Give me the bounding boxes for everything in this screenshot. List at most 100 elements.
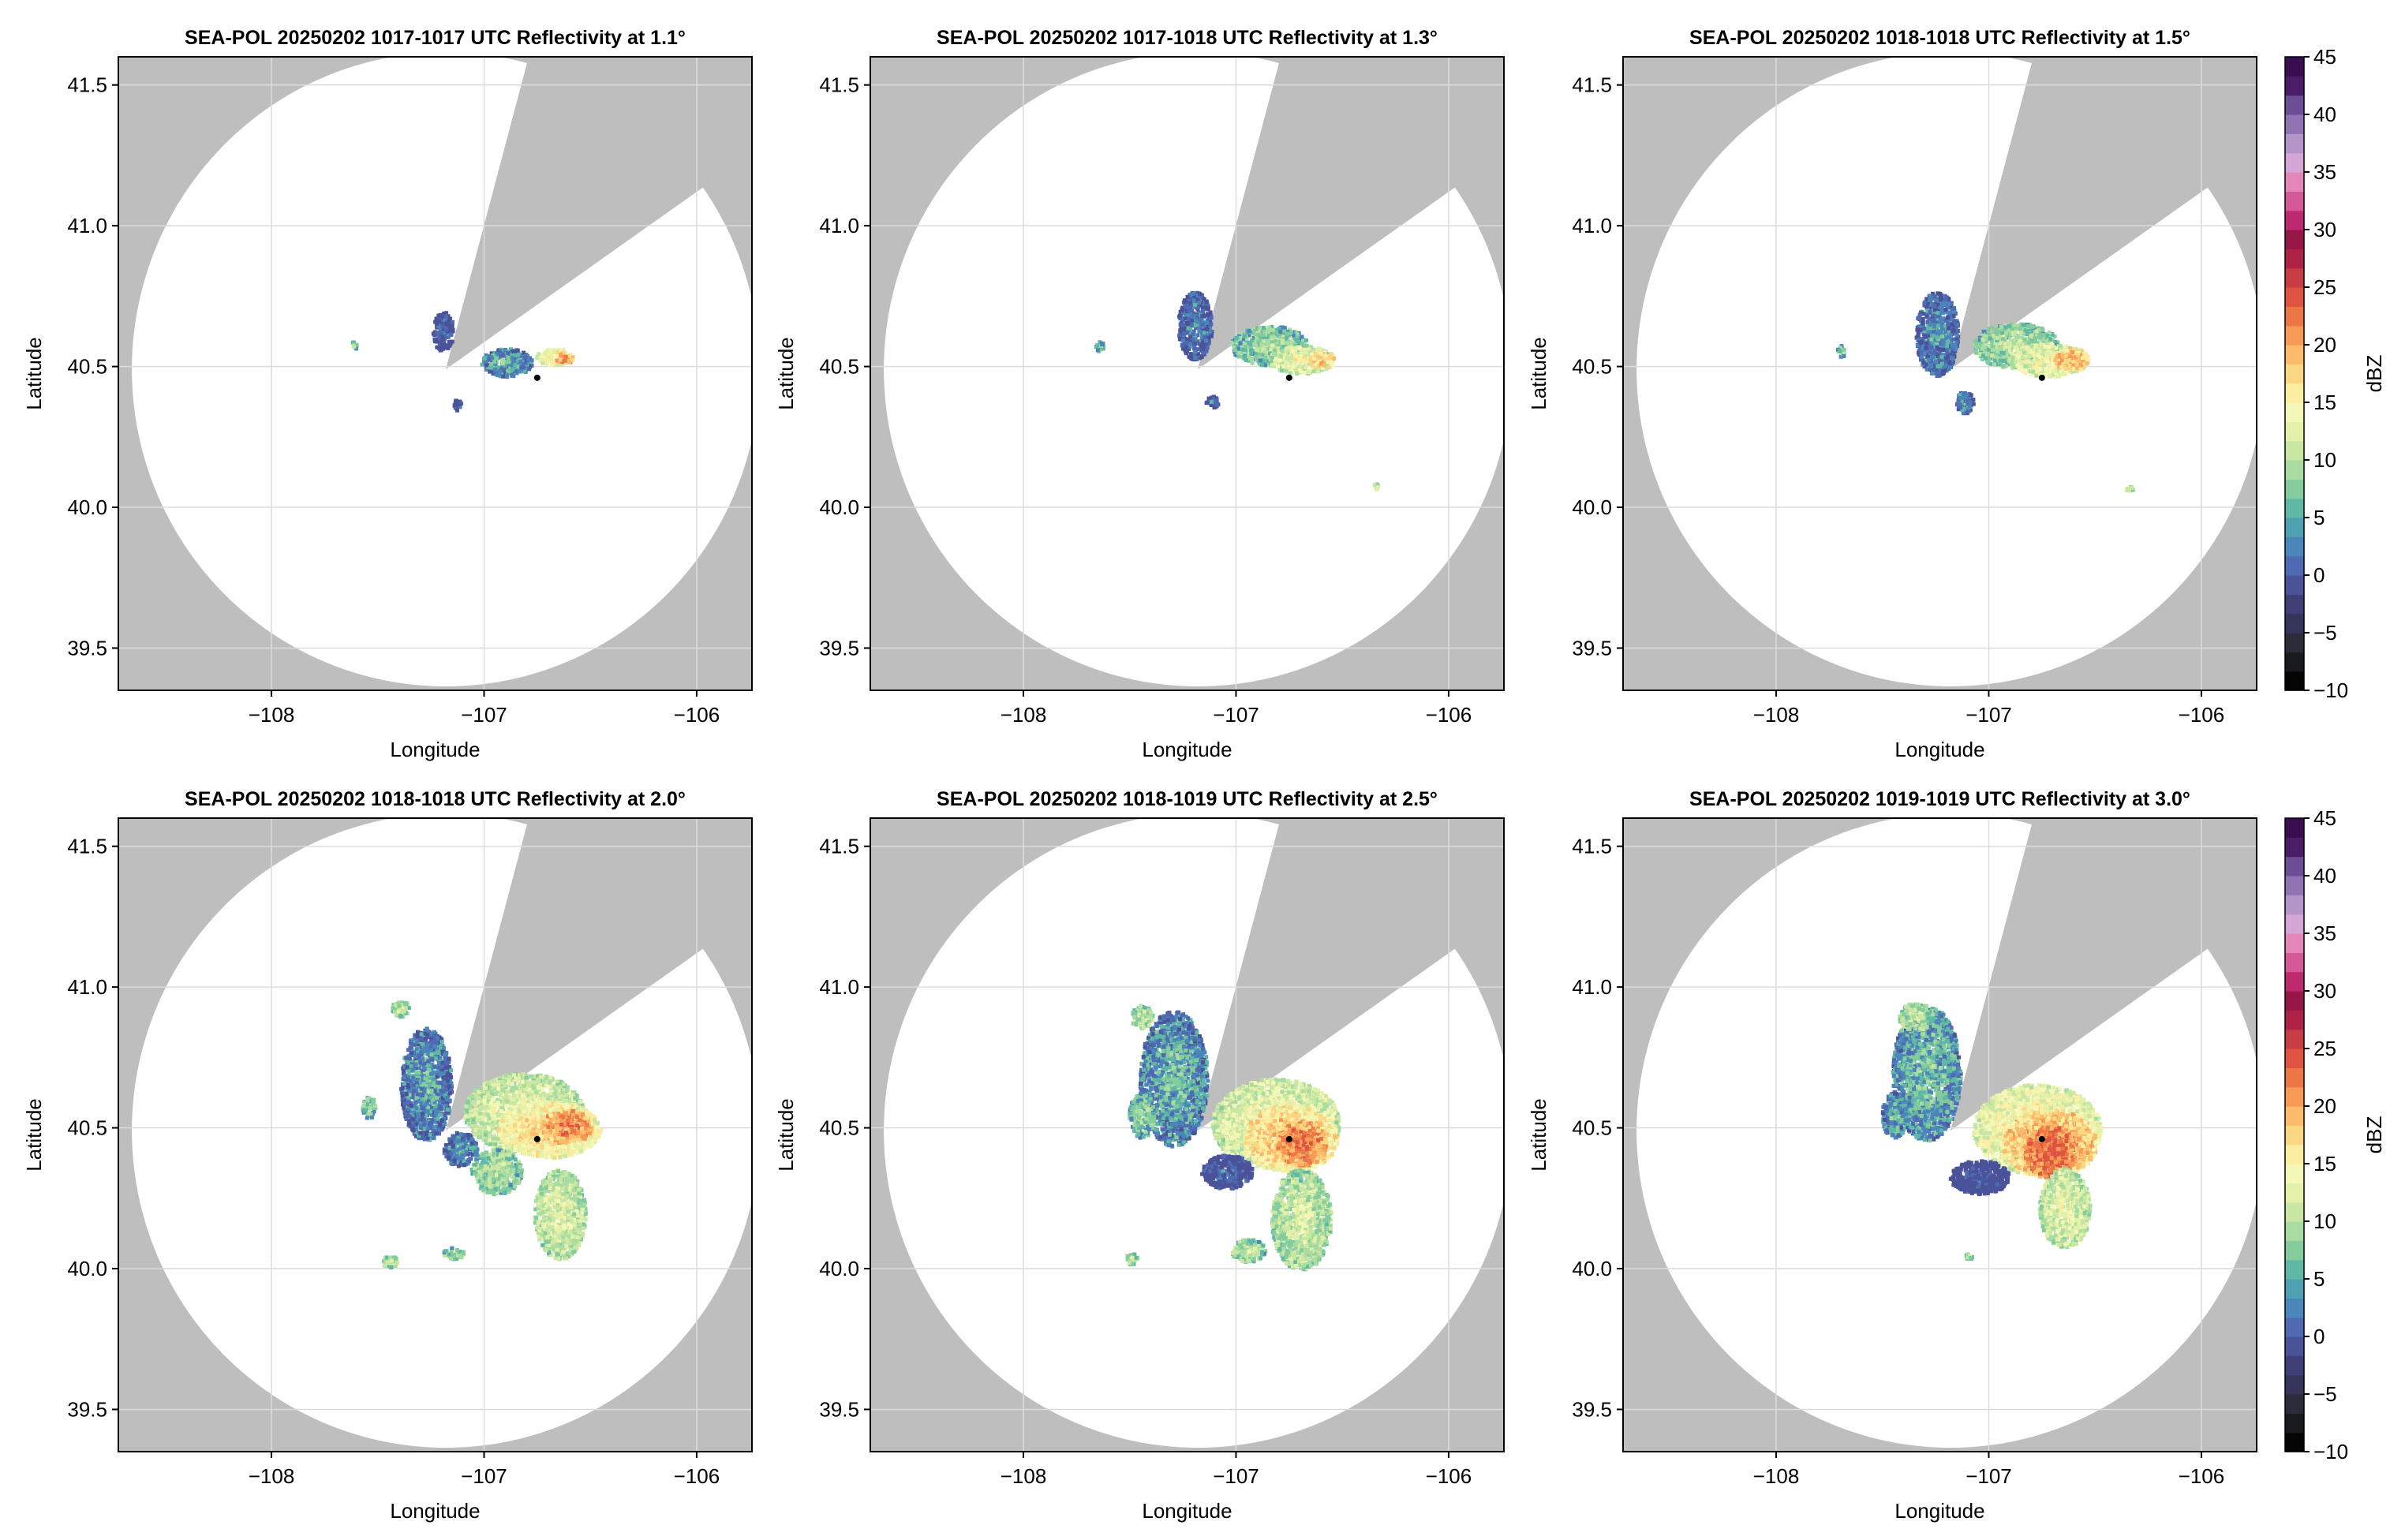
echo-pixel [2126,488,2130,492]
echo-pixel [1288,371,1292,376]
echo-pixel [1284,346,1289,351]
echo-pixel [1924,341,1929,346]
echo-pixel [416,1090,421,1094]
echo-pixel [1998,341,2003,346]
echo-pixel [547,363,552,368]
echo-pixel [1927,357,1932,362]
echo-pixel [1278,363,1283,368]
echo-pixel [1285,355,1289,360]
echo-pixel [1284,340,1289,345]
y-tick-label: 40.0 [819,495,859,519]
y-axis-label: Latitude [1527,337,1550,410]
echo-pixel [1282,326,1287,331]
echo-pixel [2024,370,2029,375]
echo-pixel [547,356,552,361]
echo-pixel [537,352,541,357]
echo-pixel [1277,365,1282,370]
echo-pixel [1328,360,1333,364]
echo-pixel [2057,361,2062,365]
echo-pixel [1952,344,1956,349]
echo-pixel [1300,341,1304,346]
echo-pixel [1244,358,1248,362]
echo-pixel [1926,346,1930,351]
echo-pixel [440,335,445,340]
echo-pixel [570,357,574,362]
echo-pixel [1230,340,1235,345]
echo-pixel [425,1101,429,1105]
echo-pixel [2028,363,2033,368]
echo-pixel [1200,322,1205,327]
echo-pixel [2044,367,2048,372]
echo-pixel [1191,332,1195,337]
echo-pixel [1998,332,2002,337]
echo-pixel [511,374,516,379]
echo-pixel [1935,335,1939,340]
echo-pixel [1293,349,1297,353]
echo-pixel [545,358,550,363]
echo-pixel [1987,327,1992,331]
echo-pixel [1318,357,1322,362]
echo-pixel [1204,338,1208,343]
echo-pixel [2012,333,2017,338]
echo-pixel [1187,308,1191,312]
echo-pixel [1937,339,1942,344]
echo-pixel [409,1119,413,1123]
echo-pixel [2069,355,2074,360]
echo-pixel [1948,351,1953,356]
echo-pixel [1971,398,1976,402]
echo-pixel [1327,364,1332,369]
echo-pixel [418,1110,422,1115]
echo-pixel [1209,333,1214,338]
echo-pixel [434,1105,439,1110]
echo-pixel [1311,369,1316,374]
echo-pixel [1295,335,1300,339]
echo-pixel [443,331,447,335]
location-marker [1285,374,1292,381]
echo-pixel [1943,360,1948,364]
echo-pixel [431,1034,436,1039]
echo-pixel [443,1056,447,1060]
echo-pixel [2032,358,2037,363]
echo-pixel [1280,368,1285,373]
echo-pixel [510,356,514,361]
echo-pixel [1182,298,1187,303]
echo-pixel [1303,349,1308,354]
echo-pixel [439,1112,443,1117]
echo-pixel [1263,337,1268,342]
echo-pixel [2066,361,2070,365]
echo-pixel [2073,347,2078,352]
echo-pixel [1936,291,1940,296]
echo-pixel [1201,340,1206,345]
echo-pixel [2010,360,2015,364]
echo-pixel [2040,350,2045,355]
echo-pixel [539,353,544,357]
echo-pixel [489,359,494,364]
echo-pixel [406,1072,411,1077]
echo-pixel [2045,334,2050,338]
echo-pixel [2035,349,2040,353]
echo-pixel [506,365,511,370]
echo-pixel [500,358,504,363]
echo-pixel [1322,363,1326,368]
echo-pixel [2081,356,2085,361]
echo-pixel [1928,298,1932,303]
echo-pixel [2014,360,2018,364]
echo-pixel [1184,344,1189,349]
echo-pixel [489,351,494,356]
echo-pixel [436,1071,440,1075]
echo-pixel [1942,331,1947,335]
echo-pixel [1982,334,1987,338]
echo-pixel [1181,327,1186,331]
echo-pixel [487,357,492,361]
echo-pixel [2075,353,2080,357]
x-axis-label: Longitude [1142,738,1232,761]
echo-pixel [2053,357,2058,362]
echo-pixel [1278,357,1283,362]
location-marker [533,374,540,381]
echo-pixel [527,364,532,368]
echo-pixel [1917,346,1922,351]
echo-pixel [2035,357,2040,361]
echo-pixel [409,1079,413,1083]
echo-pixel [2001,364,2006,368]
echo-pixel [1266,359,1270,364]
